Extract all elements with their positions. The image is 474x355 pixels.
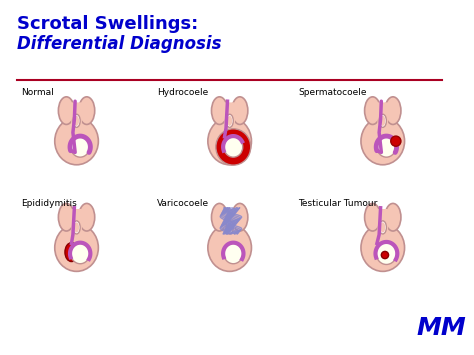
Circle shape xyxy=(381,251,389,259)
Ellipse shape xyxy=(377,137,396,157)
FancyBboxPatch shape xyxy=(224,102,235,125)
Text: Hydrocoele: Hydrocoele xyxy=(157,88,208,97)
Ellipse shape xyxy=(65,243,78,262)
Ellipse shape xyxy=(232,97,248,125)
Ellipse shape xyxy=(208,224,252,271)
Ellipse shape xyxy=(55,118,99,165)
Ellipse shape xyxy=(376,243,397,264)
Text: Scrotal Swellings:: Scrotal Swellings: xyxy=(18,15,199,33)
Ellipse shape xyxy=(380,116,385,126)
Text: Testicular Tumour: Testicular Tumour xyxy=(299,199,378,208)
Ellipse shape xyxy=(226,114,233,127)
Ellipse shape xyxy=(361,224,405,271)
FancyBboxPatch shape xyxy=(224,209,235,231)
Circle shape xyxy=(391,136,401,146)
FancyBboxPatch shape xyxy=(377,102,388,125)
Ellipse shape xyxy=(58,203,74,231)
Ellipse shape xyxy=(211,203,228,231)
Ellipse shape xyxy=(224,244,243,264)
Ellipse shape xyxy=(208,118,252,165)
Ellipse shape xyxy=(216,129,251,165)
FancyBboxPatch shape xyxy=(0,2,462,353)
Ellipse shape xyxy=(385,97,401,125)
Text: MM: MM xyxy=(417,316,466,340)
Ellipse shape xyxy=(385,203,401,231)
Ellipse shape xyxy=(232,203,248,231)
Ellipse shape xyxy=(224,137,243,157)
Text: Normal: Normal xyxy=(21,88,54,97)
Ellipse shape xyxy=(226,221,233,234)
Ellipse shape xyxy=(380,222,385,233)
Ellipse shape xyxy=(79,97,95,125)
Ellipse shape xyxy=(227,116,232,126)
Ellipse shape xyxy=(71,137,90,157)
FancyBboxPatch shape xyxy=(71,209,82,231)
Text: Spermatocoele: Spermatocoele xyxy=(299,88,367,97)
Ellipse shape xyxy=(74,222,79,233)
Ellipse shape xyxy=(73,114,80,127)
Ellipse shape xyxy=(379,221,386,234)
FancyBboxPatch shape xyxy=(71,102,82,125)
Ellipse shape xyxy=(365,97,381,125)
Ellipse shape xyxy=(227,222,232,233)
Ellipse shape xyxy=(365,203,381,231)
FancyBboxPatch shape xyxy=(377,209,388,231)
Ellipse shape xyxy=(58,97,74,125)
Text: Varicocoele: Varicocoele xyxy=(157,199,209,208)
Text: Epididymitis: Epididymitis xyxy=(21,199,77,208)
Ellipse shape xyxy=(79,203,95,231)
Ellipse shape xyxy=(211,97,228,125)
Ellipse shape xyxy=(379,114,386,127)
Ellipse shape xyxy=(73,221,80,234)
Ellipse shape xyxy=(361,118,405,165)
Ellipse shape xyxy=(55,224,99,271)
Ellipse shape xyxy=(71,244,90,264)
Ellipse shape xyxy=(74,116,79,126)
Text: Differential Diagnosis: Differential Diagnosis xyxy=(18,34,222,53)
